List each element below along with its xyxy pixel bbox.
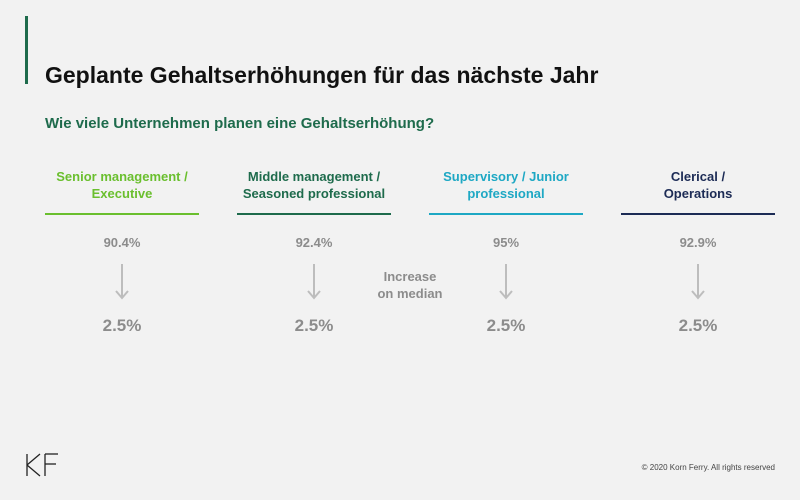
page-subtitle: Wie viele Unternehmen planen eine Gehalt… bbox=[45, 115, 435, 132]
korn-ferry-logo bbox=[26, 453, 58, 477]
planning-percentage: 95% bbox=[492, 235, 520, 250]
column-divider bbox=[45, 213, 199, 215]
page-title: Geplante Gehaltserhöhungen für das nächs… bbox=[45, 62, 599, 88]
arrow-down-icon bbox=[307, 264, 321, 300]
column-header: Clerical / Operations bbox=[601, 168, 795, 204]
median-increase-value: 2.5% bbox=[294, 316, 334, 335]
column-divider bbox=[429, 213, 583, 215]
arrow-down-icon bbox=[115, 264, 129, 300]
column-header-line1: Middle management / bbox=[247, 169, 381, 184]
planning-percentage: 92.9% bbox=[679, 235, 717, 250]
arrow-down-icon bbox=[691, 264, 705, 300]
column-header: Middle management / Seasoned professiona… bbox=[217, 168, 411, 204]
median-increase-value: 2.5% bbox=[678, 316, 718, 335]
median-increase-value: 2.5% bbox=[102, 316, 142, 335]
column-header: Senior management / Executive bbox=[25, 168, 219, 204]
median-increase-value: 2.5% bbox=[486, 316, 526, 335]
category-column-senior: Senior management / Executive 90.4% 2.5% bbox=[45, 168, 199, 348]
category-column-clerical: Clerical / Operations 92.9% 2.5% bbox=[621, 168, 775, 348]
column-header-line1: Clerical / bbox=[670, 169, 726, 184]
arrow-down-icon bbox=[499, 264, 513, 300]
category-column-middle: Middle management / Seasoned professiona… bbox=[237, 168, 391, 348]
increase-label-line1: Increase bbox=[383, 269, 437, 284]
column-divider bbox=[621, 213, 775, 215]
column-header-line1: Supervisory / Junior bbox=[443, 169, 569, 184]
column-header-line1: Senior management / bbox=[56, 169, 188, 184]
column-header-line2: professional bbox=[467, 186, 545, 201]
column-header-line2: Operations bbox=[663, 186, 733, 201]
column-header-line2: Seasoned professional bbox=[242, 186, 386, 201]
column-header: Supervisory / Junior professional bbox=[409, 168, 603, 204]
increase-on-median-label: Increase on median bbox=[360, 268, 460, 302]
planning-percentage: 90.4% bbox=[103, 235, 141, 250]
column-divider bbox=[237, 213, 391, 215]
category-column-supervisory: Supervisory / Junior professional 95% 2.… bbox=[429, 168, 583, 348]
accent-bar bbox=[25, 16, 28, 84]
planning-percentage: 92.4% bbox=[295, 235, 333, 250]
increase-label-line2: on median bbox=[377, 286, 443, 301]
copyright-notice: © 2020 Korn Ferry. All rights reserved bbox=[641, 463, 775, 472]
column-header-line2: Executive bbox=[91, 186, 153, 201]
